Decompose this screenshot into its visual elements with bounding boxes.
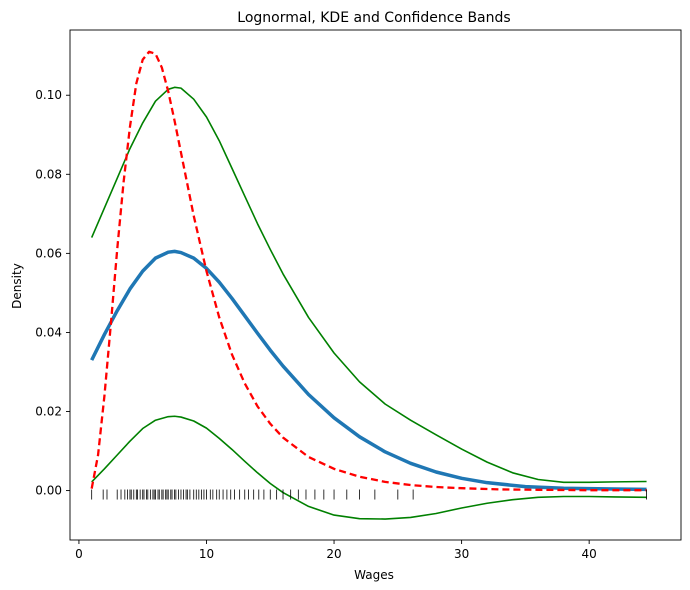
x-tick-label: 0	[75, 547, 83, 561]
x-tick-label: 30	[454, 547, 469, 561]
axes-frame	[69, 29, 682, 541]
lower-band-line	[91, 415, 647, 520]
x-tick-label: 40	[582, 547, 597, 561]
x-tick-label: 20	[326, 547, 341, 561]
y-tick-label: 0.10	[35, 88, 62, 102]
y-tick-label: 0.04	[35, 325, 62, 339]
y-tick-label: 0.02	[35, 405, 62, 419]
x-axis-label: Wages	[354, 568, 394, 582]
chart-title: Lognormal, KDE and Confidence Bands	[237, 10, 510, 26]
lognormal-line	[90, 50, 647, 492]
y-tick-label: 0.00	[35, 484, 62, 498]
plot-area: 0 10 20 30 40 0.00 0.02 0.04 0.06 0.08 0.10	[35, 29, 682, 561]
series-group	[90, 50, 647, 520]
upper-band-line	[90, 86, 647, 484]
y-tick-label: 0.06	[35, 246, 62, 260]
y-tick-label: 0.08	[35, 167, 62, 181]
y-axis-label: Density	[10, 263, 24, 309]
x-tick-label: 10	[199, 547, 214, 561]
kde-line	[90, 249, 647, 492]
